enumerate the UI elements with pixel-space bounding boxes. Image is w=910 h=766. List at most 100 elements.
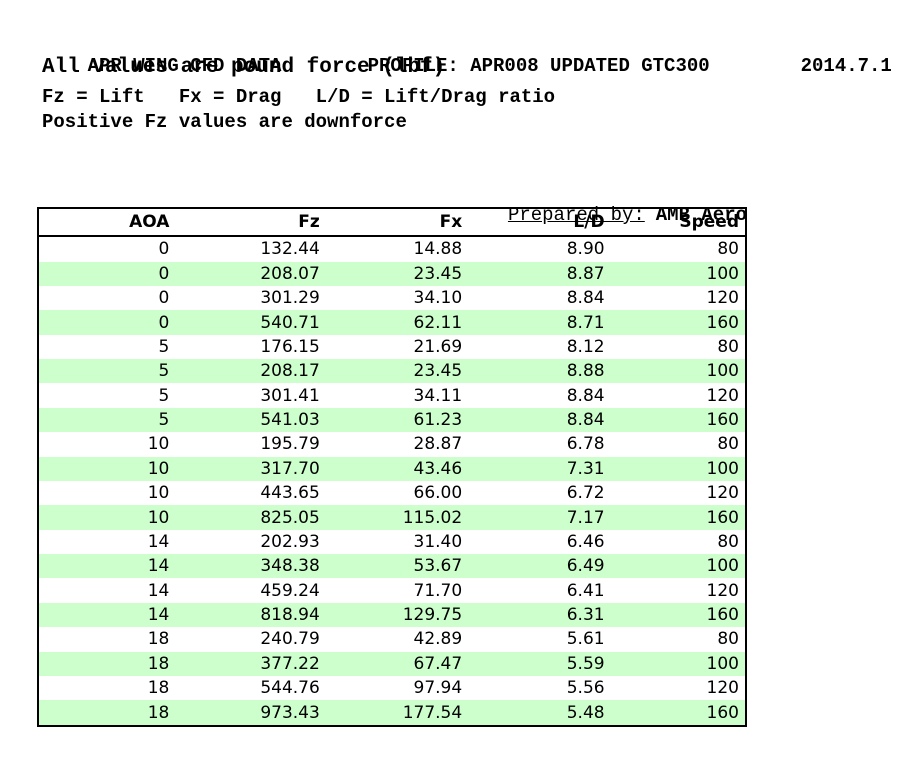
table-cell: 21.69 xyxy=(413,336,463,357)
table-cell: 8.71 xyxy=(566,312,605,333)
table-cell: 6.41 xyxy=(566,580,605,601)
table-cell: 43.46 xyxy=(413,458,463,479)
table-cell: 28.87 xyxy=(413,434,463,455)
table-cell: 5 xyxy=(158,385,170,406)
table-cell: 160 xyxy=(706,312,739,333)
table-row: 5 208.17 23.45 8.88 100 xyxy=(38,359,746,384)
table-row: 14 459.24 71.70 6.41 120 xyxy=(38,578,746,602)
table-cell: 6.49 xyxy=(566,556,605,577)
table-row: 0 132.44 14.88 8.90 80 xyxy=(38,236,746,262)
table-cell: 0 xyxy=(158,288,170,309)
table-cell: 8.87 xyxy=(566,263,605,284)
table-cell: 18 xyxy=(147,653,170,674)
table-cell: 208.17 xyxy=(260,361,320,382)
table-cell: 8.84 xyxy=(566,410,605,431)
column-header-aoa: AOA xyxy=(38,208,176,237)
table-cell: 100 xyxy=(706,458,739,479)
table-row: 10 443.65 66.00 6.72 120 xyxy=(38,481,746,505)
table-cell: 8.90 xyxy=(566,239,605,260)
table-cell: 8.12 xyxy=(566,336,605,357)
cfd-data-table: AOA Fz Fx L/D Speed 0 132.44 14.88 8.90 80 0 208.0… xyxy=(37,207,747,727)
table-cell: 8.84 xyxy=(566,288,605,309)
table-cell: 5.56 xyxy=(566,678,605,699)
doc-subtitle: All values are pound force (lbf) xyxy=(42,56,446,79)
table-cell: 6.72 xyxy=(566,483,605,504)
column-header-fx: Fx xyxy=(325,208,469,237)
table-row: 14 202.93 31.40 6.46 80 xyxy=(38,530,746,554)
table-cell: 34.10 xyxy=(413,288,463,309)
table-cell: 80 xyxy=(717,336,739,357)
table-cell: 10 xyxy=(147,507,170,528)
table-cell: 160 xyxy=(706,702,739,723)
table-cell: 129.75 xyxy=(402,605,463,626)
table-cell: 973.43 xyxy=(260,702,320,723)
table-cell: 120 xyxy=(706,580,739,601)
table-cell: 5 xyxy=(158,361,170,382)
table-cell: 8.88 xyxy=(566,361,605,382)
table-cell: 14 xyxy=(147,605,170,626)
column-header-speed: Speed xyxy=(610,208,746,237)
table-cell: 18 xyxy=(147,702,170,723)
table-cell: 377.22 xyxy=(260,653,320,674)
table-cell: 8.84 xyxy=(566,385,605,406)
doc-note: Positive Fz values are downforce xyxy=(42,111,407,133)
table-cell: 6.31 xyxy=(566,605,605,626)
table-row: 0 540.71 62.11 8.71 160 xyxy=(38,310,746,335)
table-row: 18 377.22 67.47 5.59 100 xyxy=(38,651,746,676)
table-cell: 5 xyxy=(158,410,170,431)
table-row: 18 544.76 97.94 5.56 120 xyxy=(38,676,746,700)
table-cell: 0 xyxy=(158,263,170,284)
table-cell: 6.46 xyxy=(566,531,605,552)
table-cell: 67.47 xyxy=(413,653,463,674)
column-header-fz: Fz xyxy=(175,208,326,237)
table-cell: 14 xyxy=(147,556,170,577)
table-cell: 100 xyxy=(706,556,739,577)
table-row: 0 208.07 23.45 8.87 100 xyxy=(38,261,746,286)
table-cell: 443.65 xyxy=(260,483,320,504)
table-cell: 544.76 xyxy=(260,678,320,699)
table-cell: 160 xyxy=(706,507,739,528)
table-cell: 23.45 xyxy=(413,361,463,382)
table-cell: 540.71 xyxy=(260,312,320,333)
table-cell: 120 xyxy=(706,288,739,309)
table-row: 5 301.41 34.11 8.84 120 xyxy=(38,383,746,407)
table-cell: 66.00 xyxy=(413,483,463,504)
document-header-line: APR WING CFD DATA PROFILE: APR008 UPDATED… xyxy=(42,33,892,99)
table-cell: 825.05 xyxy=(260,507,320,528)
table-cell: 120 xyxy=(706,678,739,699)
table-cell: 5.61 xyxy=(566,629,605,650)
table-cell: 18 xyxy=(147,678,170,699)
table-body: 0 132.44 14.88 8.90 80 0 208.07 23.45 8.87 100 0 30… xyxy=(38,236,746,726)
table-cell: 176.15 xyxy=(260,336,320,357)
table-cell: 31.40 xyxy=(413,531,463,552)
table-cell: 7.17 xyxy=(566,507,605,528)
table-cell: 80 xyxy=(717,434,739,455)
table-cell: 5 xyxy=(158,336,170,357)
table-header: AOA Fz Fx L/D Speed xyxy=(38,208,746,237)
table-cell: 818.94 xyxy=(260,605,320,626)
table-cell: 80 xyxy=(717,531,739,552)
table-cell: 208.07 xyxy=(260,263,320,284)
table-cell: 100 xyxy=(706,263,739,284)
table-cell: 14.88 xyxy=(413,239,463,260)
table-cell: 120 xyxy=(706,385,739,406)
table-cell: 53.67 xyxy=(413,556,463,577)
table-cell: 195.79 xyxy=(260,434,320,455)
table-cell: 301.29 xyxy=(260,288,320,309)
table-cell: 541.03 xyxy=(260,410,320,431)
table-cell: 348.38 xyxy=(260,556,320,577)
table-row: 14 818.94 129.75 6.31 160 xyxy=(38,602,746,628)
table-cell: 160 xyxy=(706,605,739,626)
table-cell: 14 xyxy=(147,531,170,552)
table-cell: 71.70 xyxy=(413,580,463,601)
table-cell: 23.45 xyxy=(413,263,463,284)
table-cell: 115.02 xyxy=(402,507,463,528)
table-cell: 5.48 xyxy=(566,702,605,723)
table-row: 0 301.29 34.10 8.84 120 xyxy=(38,286,746,310)
table-row: 5 541.03 61.23 8.84 160 xyxy=(38,407,746,433)
table-cell: 62.11 xyxy=(413,312,463,333)
table-cell: 10 xyxy=(147,483,170,504)
doc-profile: PROFILE: APR008 UPDATED GTC300 xyxy=(367,55,710,77)
table-cell: 61.23 xyxy=(413,410,463,431)
